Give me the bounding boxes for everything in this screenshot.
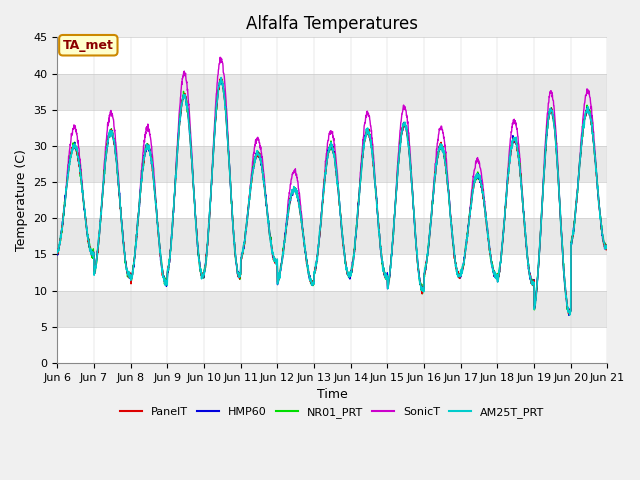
Bar <box>58 146 607 182</box>
Bar <box>58 291 607 327</box>
Bar <box>58 218 607 254</box>
Bar <box>58 73 607 110</box>
Bar <box>58 110 607 146</box>
Bar <box>58 182 607 218</box>
Bar <box>58 37 607 73</box>
Bar <box>58 327 607 363</box>
Legend: PanelT, HMP60, NR01_PRT, SonicT, AM25T_PRT: PanelT, HMP60, NR01_PRT, SonicT, AM25T_P… <box>116 403 549 422</box>
Text: TA_met: TA_met <box>63 39 114 52</box>
Bar <box>58 254 607 291</box>
Title: Alfalfa Temperatures: Alfalfa Temperatures <box>246 15 419 33</box>
X-axis label: Time: Time <box>317 388 348 401</box>
Y-axis label: Temperature (C): Temperature (C) <box>15 149 28 251</box>
